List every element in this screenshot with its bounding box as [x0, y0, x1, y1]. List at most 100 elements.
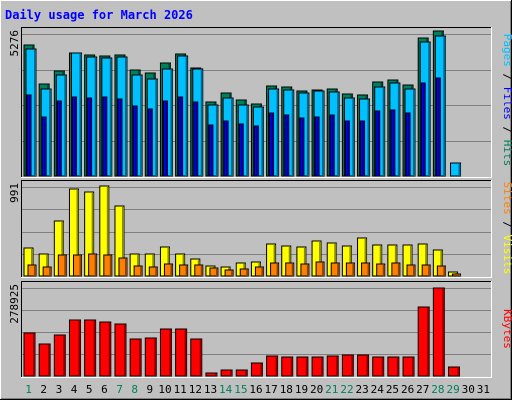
day-24 — [372, 356, 385, 377]
x-tick-label: 25 — [386, 383, 399, 396]
sites-bar — [421, 264, 431, 277]
x-tick-label: 15 — [234, 383, 247, 396]
sites-bar — [103, 254, 113, 277]
sites-bar — [285, 262, 295, 277]
day-29 — [448, 366, 461, 377]
files-bar — [299, 117, 305, 177]
day-23 — [357, 354, 370, 377]
files-bar — [314, 116, 320, 177]
day-11 — [175, 53, 189, 177]
sites-bar — [224, 269, 234, 277]
day-1 — [23, 44, 37, 177]
day-27 — [417, 243, 431, 277]
day-6 — [99, 321, 112, 377]
kbytes-bar — [250, 362, 263, 377]
day-20 — [311, 240, 325, 277]
files-bar — [193, 101, 199, 177]
day-21 — [326, 242, 340, 277]
day-7 — [114, 205, 128, 277]
files-bar — [405, 112, 411, 177]
day-4 — [68, 188, 82, 277]
x-axis-labels: 1 2 3 4 5 6 7 8 9 10 11 12 13 14 15 16 17 18 19 20 21 22 23 24 2… — [25, 383, 490, 396]
files-bar — [178, 96, 184, 177]
x-tick-label: 28 — [431, 383, 444, 396]
day-7 — [114, 323, 127, 377]
sites-bar — [27, 264, 37, 277]
y-max-label: 278925 — [8, 284, 21, 324]
kbytes-bar — [417, 306, 430, 377]
day-15 — [235, 369, 248, 377]
y-max-label: 991 — [8, 183, 21, 203]
x-tick-label: 29 — [446, 383, 459, 396]
kbytes-bar — [266, 355, 279, 377]
day-13 — [205, 101, 219, 177]
legend-item: KBytes — [501, 309, 512, 349]
sites-bar — [436, 265, 446, 277]
day-4 — [68, 319, 81, 377]
day-25 — [387, 79, 401, 177]
day-16 — [250, 103, 264, 177]
kbytes-bar — [144, 337, 157, 377]
x-tick-label: 30 — [462, 383, 475, 396]
day-18 — [281, 245, 295, 277]
day-9 — [144, 253, 158, 277]
x-tick-label: 13 — [204, 383, 217, 396]
day-11 — [175, 328, 188, 377]
sites-bar — [72, 254, 82, 277]
day-2 — [38, 343, 51, 377]
x-tick-label: 31 — [477, 383, 490, 396]
day-1 — [23, 247, 37, 277]
day-28 — [432, 30, 446, 177]
x-tick-label: 27 — [416, 383, 429, 396]
x-tick-label: 2 — [40, 383, 47, 396]
day-27 — [417, 37, 431, 177]
x-tick-label: 21 — [325, 383, 338, 396]
kbytes-bar — [53, 334, 66, 377]
x-tick-label: 17 — [265, 383, 278, 396]
day-24 — [372, 81, 386, 177]
bars-kbytes — [23, 287, 461, 377]
sites-bar — [376, 263, 386, 277]
day-26 — [402, 244, 416, 277]
files-bar — [284, 114, 290, 177]
files-bar — [269, 112, 275, 177]
day-28 — [432, 287, 445, 377]
x-tick-label: 22 — [340, 383, 353, 396]
files-bar — [329, 114, 335, 177]
panel-kbytes: 278925 KBytes — [8, 281, 512, 378]
x-tick-label: 5 — [86, 383, 93, 396]
x-tick-label: 19 — [295, 383, 308, 396]
bars-hits-files-pages — [23, 30, 462, 177]
sites-bar — [330, 262, 340, 277]
kbytes-bar — [38, 343, 51, 377]
files-bar — [56, 100, 62, 177]
day-24 — [372, 244, 386, 277]
kbytes-bar — [23, 332, 36, 377]
day-6 — [99, 55, 113, 177]
day-2 — [38, 253, 52, 277]
day-3 — [53, 220, 67, 277]
files-bar — [117, 98, 123, 177]
kbytes-bar — [432, 287, 445, 377]
bars-visits-sites — [23, 185, 462, 277]
x-tick-label: 1 — [25, 383, 32, 396]
files-bar — [360, 120, 366, 177]
day-15 — [235, 262, 249, 277]
day-19 — [296, 246, 310, 277]
sites-bar — [88, 253, 98, 277]
kbytes-bar — [235, 369, 248, 377]
kbytes-bar — [129, 338, 142, 377]
x-tick-label: 8 — [131, 383, 138, 396]
day-8 — [129, 253, 143, 277]
day-20 — [311, 89, 325, 177]
day-6 — [99, 185, 113, 277]
kbytes-bar — [357, 354, 370, 377]
x-tick-label: 16 — [249, 383, 262, 396]
sites-bar — [57, 254, 67, 277]
day-12 — [190, 258, 204, 277]
day-10 — [159, 62, 173, 177]
day-7 — [114, 54, 128, 177]
day-11 — [175, 253, 189, 277]
